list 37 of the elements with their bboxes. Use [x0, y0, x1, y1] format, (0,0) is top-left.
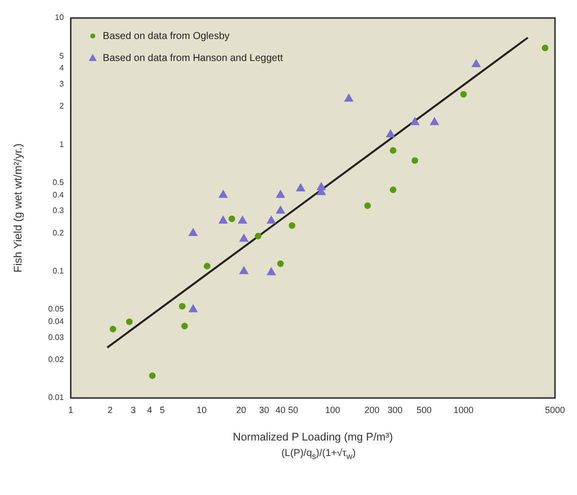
y-tick-label: 0.3: [52, 206, 64, 216]
x-tick-label: 10: [196, 404, 207, 415]
x-tick-label: 4: [147, 404, 152, 415]
x-tick-label: 40: [275, 404, 286, 415]
y-tick-label: 0.01: [48, 393, 64, 402]
x-tick-label: 1000: [453, 404, 474, 415]
x-tick-label: 30: [259, 404, 270, 415]
text: (L(P)/q$_{s}$)/(1+√τ$_{w}$): [280, 448, 357, 461]
y-tick-label: 4: [59, 64, 64, 73]
x-tick-label: 200: [364, 404, 380, 415]
y-axis-title: Fish Yield (g wet wt/m²/yr.): [12, 144, 25, 272]
y-tick-label: 0.04: [48, 316, 64, 326]
x-tick-label: 300: [388, 404, 403, 415]
y-tick-label: 0.03: [48, 332, 64, 342]
x-tick-label: 50: [288, 404, 298, 415]
x-tick-label: 500: [416, 404, 432, 415]
y-tick-label: 0.02: [48, 355, 64, 364]
x-tick-label: 20: [236, 404, 246, 415]
y-tick-label: 2: [59, 102, 64, 111]
x-tick-label: 1: [68, 404, 74, 415]
y-tick-label: 3: [59, 79, 64, 88]
x-tick-label: 5: [160, 404, 165, 415]
y-tick-label: 10: [54, 13, 64, 22]
legend-label: Based on data from Hanson and Leggett: [102, 52, 284, 64]
y-tick-label: 0.4: [52, 190, 64, 200]
y-tick-label: 5: [59, 51, 64, 60]
y-tick-label: 1: [59, 140, 64, 149]
y-tick-label: 0.5: [52, 178, 64, 187]
legend-label: Based on data from Oglesby: [102, 30, 230, 42]
x-axis-title: Normalized P Loading (mg P/m³): [232, 431, 393, 444]
x-tick-label: 3: [130, 404, 136, 415]
x-tick-label: 100: [325, 404, 340, 415]
x-tick-label: 2: [108, 404, 113, 415]
x-tick-label: 5000: [544, 404, 566, 415]
y-tick-label: 0.1: [52, 266, 64, 276]
y-tick-label: 0.05: [48, 304, 64, 314]
y-tick-label: 0.2: [52, 228, 64, 238]
